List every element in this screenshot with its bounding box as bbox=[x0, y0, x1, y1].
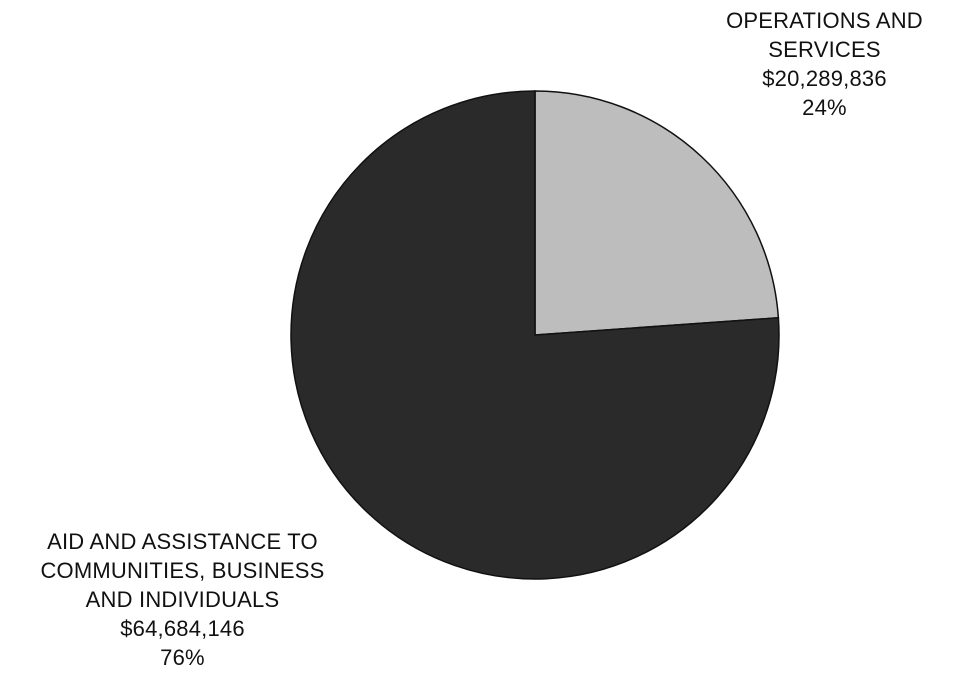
slice-name-line: AND INDIVIDUALS bbox=[85, 587, 280, 612]
slice-amount: $64,684,146 bbox=[120, 616, 245, 641]
slice-percent: 76% bbox=[160, 645, 205, 670]
slice-label-operations: OPERATIONS AND SERVICES $20,289,836 24% bbox=[690, 6, 959, 122]
pie-slice-0 bbox=[534, 90, 780, 336]
slice-name-line: AID AND ASSISTANCE TO bbox=[47, 529, 318, 554]
pie-slice-1 bbox=[290, 90, 780, 580]
slice-name-line: COMMUNITIES, BUSINESS bbox=[40, 558, 325, 583]
slice-name-line: SERVICES bbox=[768, 37, 881, 62]
slice-amount: $20,289,836 bbox=[762, 66, 887, 91]
slice-percent: 24% bbox=[802, 95, 847, 120]
slice-label-aid: AID AND ASSISTANCE TO COMMUNITIES, BUSIN… bbox=[0, 527, 365, 672]
slice-name-line: OPERATIONS AND bbox=[726, 8, 923, 33]
